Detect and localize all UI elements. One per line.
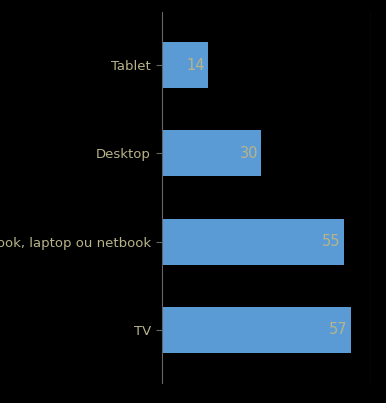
Bar <box>162 219 344 264</box>
Text: 55: 55 <box>322 234 341 249</box>
Text: 30: 30 <box>240 146 258 161</box>
Text: 57: 57 <box>329 322 347 337</box>
Bar <box>162 131 261 176</box>
Bar <box>162 42 208 88</box>
Bar <box>162 307 351 353</box>
Text: 14: 14 <box>187 58 205 73</box>
